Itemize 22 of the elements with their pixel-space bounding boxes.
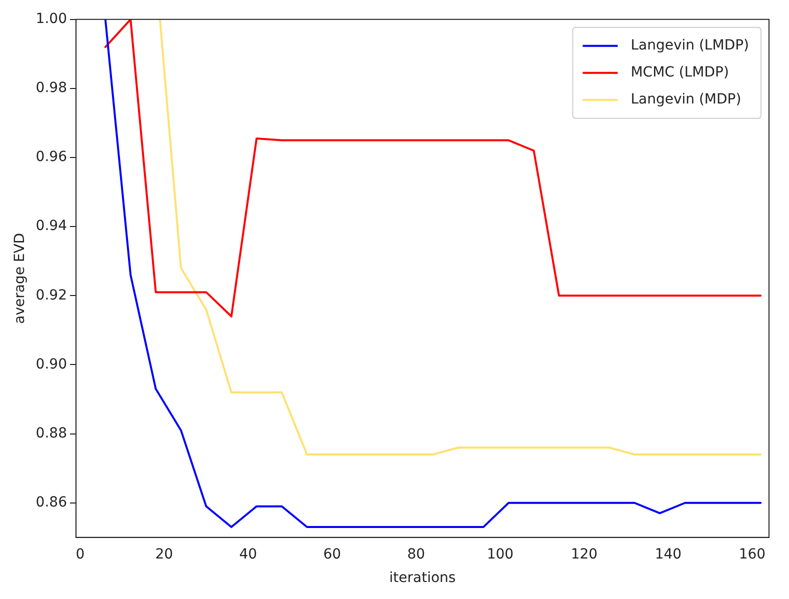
x-tick-label: 60: [323, 546, 342, 562]
y-axis-title: average EVD: [12, 232, 28, 324]
y-tick-label: 0.96: [36, 149, 68, 166]
y-tick-label: 0.92: [36, 287, 67, 304]
x-tick-label: 20: [155, 546, 174, 562]
x-tick-label: 0: [76, 546, 85, 562]
legend-label: MCMC (LMDP): [630, 64, 729, 81]
y-tick-label: 0.98: [36, 80, 67, 96]
x-tick-label: 40: [239, 546, 258, 562]
x-tick-label: 160: [738, 546, 766, 562]
x-axis-title: iterations: [389, 570, 456, 586]
legend-label: Langevin (MDP): [630, 92, 742, 108]
y-tick-label: 0.88: [36, 425, 67, 442]
x-tick-label: 140: [654, 546, 682, 562]
y-tick-label: 0.94: [36, 218, 68, 234]
y-tick-label: 0.86: [36, 494, 68, 511]
x-tick-label: 120: [570, 546, 598, 562]
x-tick-label: 80: [407, 546, 426, 562]
legend-label: Langevin (LMDP): [630, 38, 750, 54]
y-tick-label: 0.90: [36, 356, 67, 372]
x-tick-label: 100: [486, 546, 514, 562]
y-tick-label: 1.00: [36, 11, 67, 28]
